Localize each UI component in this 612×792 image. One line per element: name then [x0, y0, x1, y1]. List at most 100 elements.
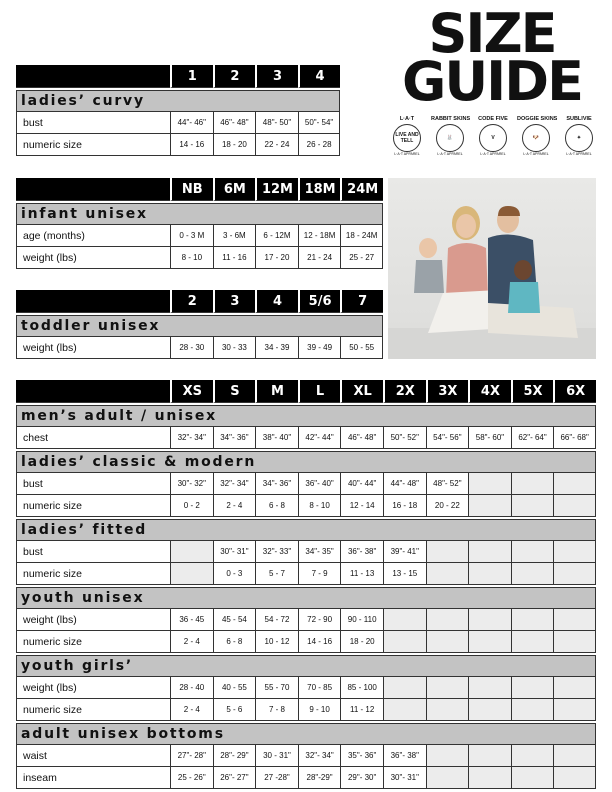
size-header: 3 — [255, 65, 298, 88]
size-header: 5/6 — [297, 290, 341, 313]
table-cell — [468, 563, 511, 585]
section-title: ladies’ curvy — [16, 90, 341, 112]
table-cell: 11 - 16 — [212, 247, 256, 269]
table-cell — [510, 541, 554, 563]
table-row: waist 27"- 28" 28"- 29" 30 - 31" 32"- 34" 35"… — [16, 745, 596, 767]
table-cell: 40 - 55 — [212, 677, 256, 699]
size-table-ladies-curvy: 1 2 3 4 ladies’ curvy bust 44"- 46" 46"- 48" 48"… — [16, 65, 341, 156]
table-cell: 28"- 29" — [212, 745, 256, 767]
table-cell: 28 - 40 — [170, 677, 213, 699]
table-cell: 13 - 15 — [382, 563, 426, 585]
table-cell: 14 - 16 — [170, 134, 213, 156]
logo-sublivie-star: SUBLIVIE ✦ L·A·T APPAREL — [565, 116, 593, 156]
table-cell: 54 - 72 — [255, 609, 298, 631]
table-cell — [425, 767, 469, 789]
size-header: 2X — [382, 380, 426, 403]
table-row: weight (lbs) 36 - 45 45 - 54 54 - 72 72 - 90… — [16, 609, 596, 631]
family-photo — [388, 178, 596, 359]
table-cell: 34"- 36" — [212, 427, 256, 449]
size-header: 4 — [255, 290, 298, 313]
table-cell — [425, 609, 469, 631]
table-cell — [468, 541, 511, 563]
row-label: numeric size — [16, 495, 170, 517]
table-cell: 11 - 13 — [340, 563, 383, 585]
code-five-v-icon: V — [479, 124, 507, 152]
table-cell — [468, 495, 511, 517]
table-row: numeric size 14 - 16 18 - 20 22 - 24 26 - 28 — [16, 134, 341, 156]
table-cell: 27"- 28" — [170, 745, 213, 767]
table-cell: 39 - 49 — [297, 337, 341, 359]
size-header-row: NB 6M 12M 18M 24M — [16, 178, 383, 201]
table-cell — [468, 745, 511, 767]
table-cell — [553, 563, 596, 585]
table-cell — [553, 609, 596, 631]
table-cell: 36"- 38" — [382, 745, 426, 767]
dog-icon: 🐶 — [522, 124, 550, 152]
table-cell — [468, 609, 511, 631]
table-cell: 66"- 68" — [553, 427, 596, 449]
table-cell — [510, 677, 554, 699]
size-header: 2 — [170, 290, 213, 313]
section-title: infant unisex — [16, 203, 383, 225]
table-cell: 34 - 39 — [255, 337, 298, 359]
row-label: chest — [16, 427, 170, 449]
table-cell: 34"- 35" — [297, 541, 341, 563]
table-cell: 70 - 85 — [297, 677, 341, 699]
size-header: 5X — [510, 380, 554, 403]
size-header: 6X — [553, 380, 596, 403]
table-cell: 11 - 12 — [340, 699, 383, 721]
table-cell: 30"- 31" — [382, 767, 426, 789]
row-label: weight (lbs) — [16, 337, 170, 359]
table-cell — [510, 495, 554, 517]
table-cell: 22 - 24 — [255, 134, 298, 156]
table-row: chest 32"- 34" 34"- 36" 38"- 40" 42"- 44" 46"… — [16, 427, 596, 449]
table-cell: 30 - 31" — [255, 745, 298, 767]
row-label: numeric size — [16, 631, 170, 653]
table-cell: 18 - 20 — [340, 631, 383, 653]
row-label: bust — [16, 473, 170, 495]
table-cell: 25 - 26" — [170, 767, 213, 789]
table-cell — [510, 609, 554, 631]
table-cell: 38"- 40" — [255, 427, 298, 449]
table-cell: 27 -28" — [255, 767, 298, 789]
table-cell: 28"-29" — [297, 767, 341, 789]
table-cell: 36"- 40" — [297, 473, 341, 495]
logo-rabbit: RABBIT SKINS 🐰 L·A·T APPAREL — [431, 116, 471, 156]
table-cell: 72 - 90 — [297, 609, 341, 631]
table-cell — [382, 631, 426, 653]
table-cell: 45 - 54 — [212, 609, 256, 631]
table-cell: 29"- 30" — [340, 767, 383, 789]
row-label: inseam — [16, 767, 170, 789]
size-header: 3X — [425, 380, 469, 403]
table-cell: 36"- 38" — [340, 541, 383, 563]
row-label: numeric size — [16, 699, 170, 721]
table-cell — [425, 631, 469, 653]
table-cell: 30"- 31" — [212, 541, 256, 563]
table-row: weight (lbs) 28 - 40 40 - 55 55 - 70 70 - 85… — [16, 677, 596, 699]
section-title: ladies’ classic & modern — [16, 451, 596, 473]
table-cell: 6 - 12M — [255, 225, 298, 247]
row-label: numeric size — [16, 134, 170, 156]
table-cell: 3 - 6M — [212, 225, 256, 247]
table-cell: 50"- 52" — [382, 427, 426, 449]
size-header: S — [212, 380, 256, 403]
table-cell: 50"- 54" — [297, 112, 341, 134]
table-cell — [425, 699, 469, 721]
brand-logos: L·A·T LIVE AND TELL L·A·T APPAREL RABBIT SK… — [388, 114, 598, 164]
row-label: bust — [16, 112, 170, 134]
table-cell — [510, 563, 554, 585]
table-cell: 10 - 12 — [255, 631, 298, 653]
table-cell: 32"- 34" — [212, 473, 256, 495]
table-row: bust 30"- 31" 32"- 33" 34"- 35" 36"- 38" 39"-… — [16, 541, 596, 563]
table-row: bust 44"- 46" 46"- 48" 48"- 50" 50"- 54" — [16, 112, 341, 134]
table-cell: 14 - 16 — [297, 631, 341, 653]
table-cell: 26 - 28 — [297, 134, 341, 156]
table-cell — [510, 631, 554, 653]
table-cell — [553, 677, 596, 699]
size-header: 2 — [212, 65, 256, 88]
table-cell: 62"- 64" — [510, 427, 554, 449]
table-cell: 25 - 27 — [340, 247, 383, 269]
